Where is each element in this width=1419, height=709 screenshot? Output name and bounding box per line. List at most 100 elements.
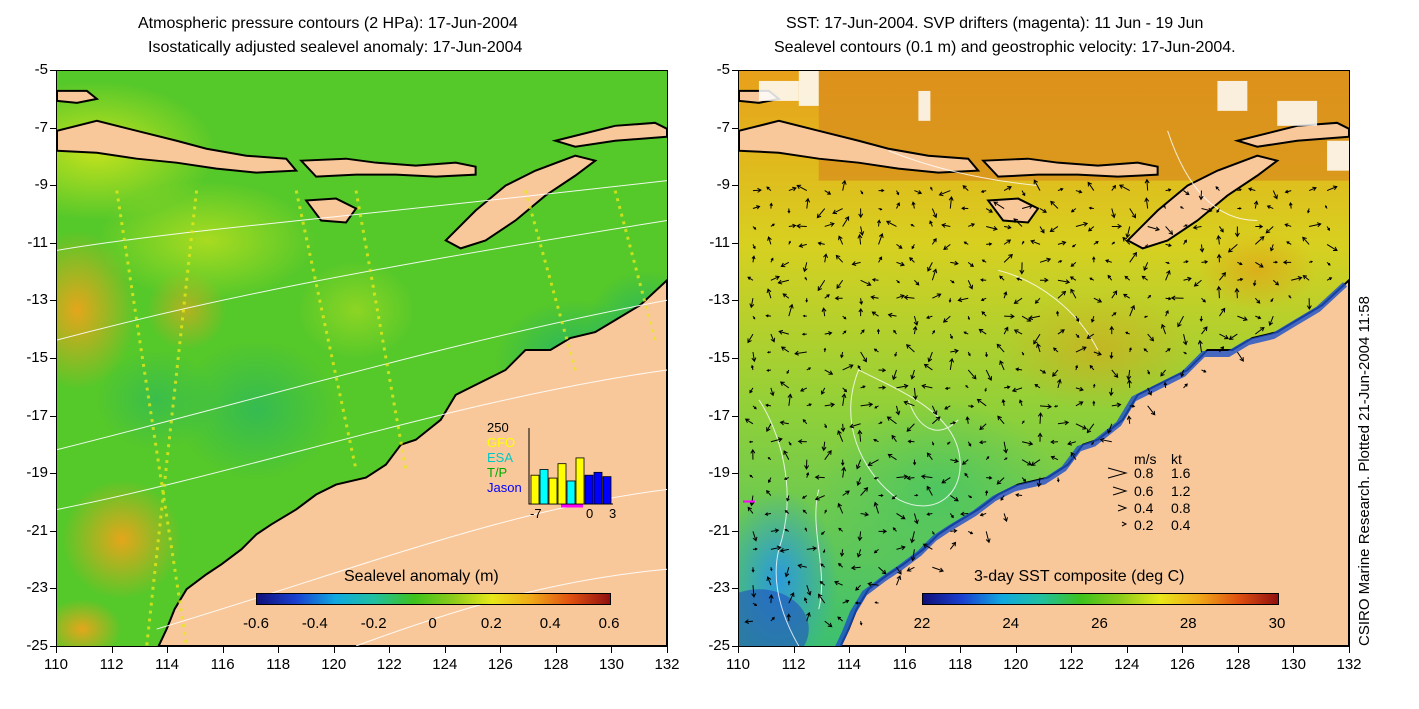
velocity-arrow	[1143, 262, 1149, 272]
velocity-arrow	[986, 225, 998, 231]
velocity-arrow	[820, 387, 826, 395]
velocity-arrow	[1180, 369, 1185, 378]
velocity-arrow	[876, 328, 880, 335]
velocity-arrow	[804, 459, 810, 470]
velocity-arrow	[887, 312, 897, 318]
velocity-arrow	[873, 501, 880, 514]
velocity-arrow	[850, 565, 861, 571]
velocity-arrow	[1000, 495, 1005, 501]
velocity-arrow	[967, 316, 971, 321]
velocity-arrow	[910, 224, 915, 227]
velocity-arrow	[896, 261, 905, 267]
velocity-arrow	[999, 360, 1005, 371]
velocity-arrow	[752, 531, 758, 542]
hist-bar	[530, 474, 540, 505]
velocity-arrow	[1021, 190, 1026, 197]
velocity-arrow	[903, 400, 915, 407]
velocity-arrow	[949, 513, 954, 519]
velocity-arrow	[1227, 244, 1238, 253]
velocity-arrow	[1070, 208, 1077, 213]
hist-source-tp: T/P	[487, 465, 508, 480]
velocity-arrow	[1070, 261, 1077, 267]
velocity-arrow	[979, 440, 987, 445]
velocity-arrow	[1122, 236, 1131, 245]
velocity-arrow	[1254, 236, 1265, 245]
velocity-arrow	[1284, 189, 1292, 194]
velocity-arrow	[744, 418, 754, 425]
velocity-arrow	[836, 279, 844, 289]
velocity-arrow	[1109, 351, 1114, 360]
left-lon-tick	[389, 647, 391, 653]
right-lon-tick	[960, 647, 962, 653]
velocity-arrow	[747, 506, 754, 514]
velocity-arrow	[1183, 190, 1190, 196]
velocity-arrow	[1219, 307, 1226, 317]
hist-source-jason: Jason	[487, 480, 522, 495]
velocity-arrow	[851, 261, 861, 267]
velocity-arrow	[962, 185, 969, 191]
hist-bar	[539, 469, 549, 505]
velocity-arrow	[980, 189, 987, 193]
velocity-arrow	[1111, 369, 1119, 378]
velocity-arrow	[823, 253, 829, 263]
velocity-arrow	[1165, 261, 1170, 265]
velocity-arrow	[1016, 277, 1023, 281]
velocity-arrow	[751, 585, 757, 598]
right-lat-tick	[732, 300, 738, 302]
velocity-arrow	[878, 188, 885, 193]
right-lon-tick	[849, 647, 851, 653]
velocity-arrow	[802, 419, 808, 425]
left-lat-label: -21	[26, 521, 48, 539]
right-lat-tick	[732, 358, 738, 359]
velocity-arrow	[765, 403, 771, 407]
velocity-arrow	[1057, 329, 1065, 335]
velocity-arrow	[932, 416, 941, 425]
velocity-arrow	[948, 298, 952, 303]
velocity-arrow	[859, 620, 863, 626]
right-map-sst[interactable]	[738, 70, 1350, 647]
velocity-arrow	[981, 259, 987, 263]
velocity-arrow	[1015, 367, 1023, 372]
velocity-arrow	[787, 580, 791, 586]
velocity-arrow	[1003, 326, 1009, 335]
velocity-arrow	[1216, 253, 1222, 263]
left-lon-tick	[278, 647, 280, 653]
velocity-arrow	[770, 437, 783, 443]
velocity-arrow	[806, 472, 810, 478]
velocity-arrow	[823, 347, 827, 353]
right-lon-tick	[1349, 647, 1350, 653]
left-map-sealevel-anomaly[interactable]	[56, 70, 668, 647]
velocity-arrow	[1057, 420, 1070, 426]
velocity-arrow	[806, 611, 811, 622]
velocity-arrow	[837, 562, 843, 568]
velocity-arrow	[838, 235, 844, 245]
velocity-arrow	[1036, 477, 1042, 488]
left-lon-label: 124	[432, 656, 458, 673]
velocity-arrow	[891, 434, 897, 442]
velocity-arrow	[1093, 297, 1103, 303]
velocity-arrow	[766, 186, 772, 191]
velocity-arrow	[963, 331, 969, 335]
velocity-arrow	[892, 369, 897, 381]
velocity-arrow	[1183, 260, 1189, 264]
velocity-arrow	[767, 236, 772, 245]
right-colorbar-tick-label: 30	[1268, 615, 1286, 632]
velocity-arrow	[770, 567, 773, 572]
velocity-arrow	[782, 293, 790, 299]
velocity-arrow	[941, 223, 951, 228]
velocity-arrow	[944, 386, 951, 390]
velocity-arrow	[1049, 226, 1059, 233]
velocity-arrow	[910, 549, 916, 562]
right-lat-label: -7	[716, 118, 730, 136]
right-lat-label: -21	[708, 521, 730, 539]
velocity-arrow	[855, 584, 861, 591]
velocity-arrow	[859, 298, 864, 305]
velocity-arrow	[857, 365, 862, 371]
velocity-arrow	[1111, 208, 1116, 219]
velocity-arrow	[1021, 420, 1025, 425]
velocity-arrow	[841, 393, 847, 406]
velocity-arrow	[873, 348, 879, 353]
speed-legend-header-kt: kt	[1171, 451, 1182, 467]
right-lat-label: -11	[709, 233, 730, 251]
velocity-arrow	[751, 567, 755, 573]
